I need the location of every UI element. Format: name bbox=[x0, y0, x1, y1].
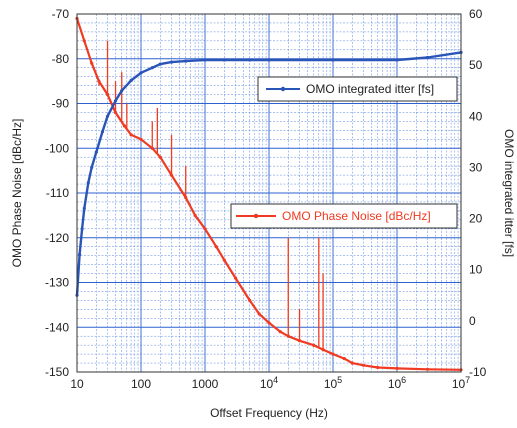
phase-noise-point bbox=[113, 110, 118, 115]
phase-noise-point bbox=[267, 321, 271, 325]
jitter-point bbox=[94, 150, 98, 154]
phase-noise-point bbox=[193, 213, 197, 217]
phase-noise-point bbox=[342, 357, 346, 361]
y-right-tick-label: 30 bbox=[469, 160, 483, 174]
jitter-point bbox=[267, 58, 271, 62]
phase-noise-point bbox=[257, 312, 261, 316]
y-right-tick-label: 40 bbox=[469, 109, 483, 123]
phase-noise-point bbox=[129, 133, 133, 137]
phase-noise-point bbox=[331, 352, 335, 356]
series-layer bbox=[75, 16, 463, 372]
phase-noise-point bbox=[297, 339, 302, 343]
jitter-point bbox=[203, 58, 207, 62]
jitter-point bbox=[129, 78, 133, 83]
jitter-point bbox=[86, 181, 90, 185]
phase-noise-point bbox=[203, 227, 207, 231]
phase-noise-point bbox=[248, 298, 252, 302]
legend-jitter-marker bbox=[280, 86, 286, 92]
phase-noise-point bbox=[350, 361, 354, 365]
y-right-tick-label: -10 bbox=[469, 365, 487, 379]
jitter-point bbox=[139, 71, 143, 75]
jitter-point bbox=[395, 58, 399, 62]
phase-noise-point bbox=[184, 195, 188, 200]
y-left-tick-label: -140 bbox=[45, 320, 69, 334]
plot-frame bbox=[76, 13, 462, 373]
jitter-point bbox=[100, 130, 105, 134]
y-right-tick-label: 0 bbox=[469, 314, 476, 328]
x-tick-label: 100 bbox=[131, 377, 151, 391]
jitter-point bbox=[248, 58, 252, 62]
y-left-tick-label: -70 bbox=[52, 7, 70, 21]
phase-noise-point bbox=[376, 365, 380, 370]
y-left-tick-label: -150 bbox=[45, 365, 69, 379]
phase-noise-point bbox=[286, 334, 290, 338]
jitter-point bbox=[425, 55, 430, 60]
legend-jitter-box bbox=[257, 76, 458, 102]
phase-noise-point bbox=[122, 124, 126, 128]
phase-noise-point bbox=[169, 173, 174, 177]
y-left-tick-label: -130 bbox=[45, 276, 69, 290]
legend-phase-noise-label: OMO Phase Noise [dBc/Hz] bbox=[282, 209, 431, 223]
jitter-point bbox=[82, 206, 86, 210]
phase-noise-point bbox=[214, 245, 218, 249]
jitter-point bbox=[120, 89, 124, 93]
jitter-point bbox=[169, 60, 174, 64]
phase-noise-point bbox=[150, 146, 154, 150]
x-axis-title: Offset Frequency (Hz) bbox=[210, 406, 328, 420]
phase-noise-point bbox=[82, 39, 86, 43]
phase-noise-point bbox=[139, 137, 143, 141]
phase-noise-point bbox=[105, 92, 110, 97]
phase-noise-point bbox=[312, 343, 316, 347]
phase-noise-point bbox=[278, 330, 282, 334]
y-left-tick-label: -110 bbox=[46, 186, 69, 200]
jitter-point bbox=[150, 66, 154, 70]
jitter-point bbox=[222, 58, 226, 62]
jitter-point bbox=[184, 59, 188, 63]
jitter-point bbox=[105, 114, 110, 118]
phase-noise-point bbox=[425, 367, 430, 371]
y-left-tick-label: -90 bbox=[52, 97, 70, 111]
phase-noise-point bbox=[158, 155, 162, 159]
jitter-point bbox=[113, 99, 118, 103]
phase-noise-point bbox=[90, 61, 94, 65]
jitter-point bbox=[80, 227, 84, 231]
jitter-point bbox=[331, 58, 335, 62]
jitter-point bbox=[78, 252, 82, 256]
legend-phase-noise: OMO Phase Noise [dBc/Hz] bbox=[230, 203, 458, 229]
y-right-tick-label: 60 bbox=[469, 7, 483, 21]
y-left-tick-label: -100 bbox=[45, 141, 69, 155]
y-right-tick-label: 50 bbox=[469, 58, 483, 72]
phase-noise-point bbox=[321, 348, 325, 352]
phase-noise-point bbox=[97, 79, 101, 83]
x-tick-label: 1000 bbox=[192, 377, 219, 391]
x-tick-label: 10 bbox=[70, 377, 84, 391]
y-left-tick-label: -120 bbox=[45, 231, 69, 245]
legend-jitter: OMO integrated itter [fs] bbox=[257, 76, 458, 102]
y-right-axis-title: OMO integrated itter [fs] bbox=[502, 129, 516, 257]
jitter-point bbox=[90, 165, 94, 169]
phase-noise-point bbox=[222, 258, 226, 262]
phase-noise-line bbox=[75, 18, 462, 371]
y-right-tick-label: 20 bbox=[469, 212, 483, 226]
phase-noise-point bbox=[361, 363, 366, 367]
y-left-axis-title: OMO Phase Noise [dBc/Hz] bbox=[10, 119, 24, 268]
jitter-point bbox=[158, 62, 162, 66]
legend-jitter-label: OMO integrated itter [fs] bbox=[306, 82, 434, 96]
legend-phase-noise-marker bbox=[253, 213, 259, 219]
y-left-tick-label: -80 bbox=[52, 52, 70, 66]
y-right-tick-label: 10 bbox=[469, 263, 483, 277]
phase-noise-point bbox=[233, 276, 238, 280]
grid bbox=[76, 13, 462, 373]
phase-noise-point bbox=[395, 366, 399, 370]
